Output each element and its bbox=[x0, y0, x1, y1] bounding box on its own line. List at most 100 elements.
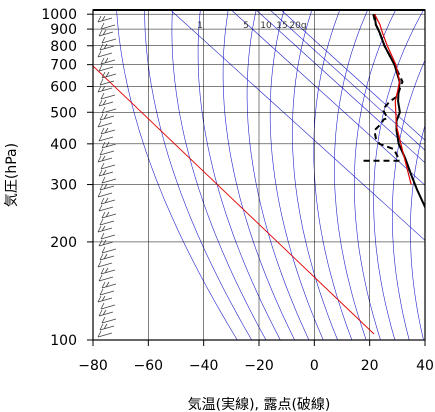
series-parcel bbox=[374, 13, 412, 185]
y-tick-label-100: 100 bbox=[50, 333, 77, 349]
adiabat-line-5 bbox=[246, 10, 310, 340]
wind-barb-18 bbox=[101, 141, 117, 149]
adiabat-line-11 bbox=[373, 10, 424, 340]
adiabat-line-6 bbox=[269, 10, 324, 340]
y-tick-label-400: 400 bbox=[50, 137, 77, 153]
y-tick-label-600: 600 bbox=[50, 79, 77, 95]
wind-barb-39 bbox=[99, 288, 115, 296]
wind-barb-9 bbox=[99, 78, 115, 86]
wind-barb-5 bbox=[97, 50, 113, 58]
wind-barb-44 bbox=[99, 323, 115, 331]
isotherm-grid bbox=[93, 10, 425, 340]
wind-barb-23 bbox=[101, 176, 117, 184]
wind-barb-33 bbox=[101, 246, 117, 254]
wind-barb-11 bbox=[100, 92, 116, 100]
x-tick-label-1: −60 bbox=[134, 358, 164, 374]
adiabat-line-14 bbox=[428, 10, 435, 340]
x-tick-label-6: 40 bbox=[416, 358, 434, 374]
mixing-line-4 bbox=[280, 10, 425, 141]
wind-barb-41 bbox=[100, 302, 116, 310]
adiabat-line-3 bbox=[197, 10, 281, 340]
wind-barb-22 bbox=[98, 169, 114, 177]
wind-barb-7 bbox=[98, 64, 114, 72]
wind-barb-8 bbox=[101, 71, 117, 79]
adiabat-line-0 bbox=[116, 10, 238, 340]
wind-barb-16 bbox=[100, 127, 116, 135]
reference-line-red bbox=[93, 65, 375, 335]
y-tick-label-900: 900 bbox=[50, 22, 77, 38]
wind-barb-13 bbox=[101, 106, 117, 114]
x-tick-label-4: 0 bbox=[310, 358, 319, 374]
wind-barb-3 bbox=[101, 36, 117, 44]
wind-barb-6 bbox=[100, 57, 116, 65]
wind-barb-45 bbox=[97, 330, 113, 338]
adiabat-line-13 bbox=[410, 124, 425, 340]
adiabat-line-2 bbox=[171, 10, 267, 340]
wind-barb-0 bbox=[97, 15, 113, 23]
wind-barb-40 bbox=[97, 295, 113, 303]
x-tick-label-2: −40 bbox=[189, 358, 219, 374]
y-tick-label-1000: 1000 bbox=[41, 7, 77, 23]
reference-line bbox=[93, 65, 375, 335]
wind-barb-26 bbox=[100, 197, 116, 205]
wind-barb-38 bbox=[101, 281, 117, 289]
wind-barb-10 bbox=[97, 85, 113, 93]
wind-barb-15 bbox=[97, 120, 113, 128]
wind-barb-17 bbox=[98, 134, 114, 142]
mixing-line-1 bbox=[231, 10, 425, 186]
wind-barb-32 bbox=[98, 239, 114, 247]
wind-barb-34 bbox=[99, 253, 115, 261]
wind-barb-35 bbox=[97, 260, 113, 268]
adiabat-line-7 bbox=[292, 10, 338, 340]
mixing-ratio-label-2: 10 bbox=[260, 21, 272, 31]
y-tick-label-200: 200 bbox=[50, 235, 77, 251]
y-tick-label-300: 300 bbox=[50, 178, 77, 194]
wind-barb-14 bbox=[99, 113, 115, 121]
mixing-ratio-label-4: 20g bbox=[289, 21, 306, 31]
wind-barb-2 bbox=[98, 29, 114, 37]
dry-adiabats bbox=[116, 10, 435, 340]
adiabat-line-4 bbox=[222, 10, 295, 340]
y-tick-label-800: 800 bbox=[50, 39, 77, 55]
adiabat-line-10 bbox=[353, 10, 396, 340]
x-axis-ticks: −80 −60 −40 −20 0 20 40 bbox=[78, 340, 434, 374]
mixing-ratio-label-0: 1 bbox=[197, 21, 203, 31]
wind-barb-4 bbox=[99, 43, 115, 51]
wind-barb-19 bbox=[99, 148, 115, 156]
wind-barb-42 bbox=[98, 309, 114, 317]
wind-barb-27 bbox=[98, 204, 114, 212]
x-tick-label-5: 20 bbox=[361, 358, 379, 374]
mixing-ratio-label-3: 15 bbox=[276, 21, 287, 31]
x-axis-title: 気温(実線), 露点(破線) bbox=[188, 397, 331, 412]
wind-barb-28 bbox=[101, 211, 117, 219]
x-tick-label-3: −20 bbox=[244, 358, 274, 374]
mixing-line-3 bbox=[269, 10, 425, 151]
adiabat-line-1 bbox=[144, 10, 252, 340]
wind-barb-25 bbox=[97, 190, 113, 198]
adiabat-line-8 bbox=[313, 10, 353, 340]
wind-barb-29 bbox=[99, 218, 115, 226]
wind-barb-1 bbox=[100, 22, 116, 30]
wind-barb-43 bbox=[101, 316, 117, 324]
sounding-series bbox=[363, 13, 425, 210]
wind-barb-30 bbox=[97, 225, 113, 233]
wind-barb-31 bbox=[100, 232, 116, 240]
y-axis-title: 気圧(hPa) bbox=[4, 143, 20, 207]
wind-barb-20 bbox=[97, 155, 113, 163]
adiabat-line-9 bbox=[334, 10, 369, 340]
x-tick-label-0: −80 bbox=[78, 358, 108, 374]
wind-barbs bbox=[97, 15, 117, 338]
wind-barb-37 bbox=[98, 274, 114, 282]
wind-barb-36 bbox=[100, 267, 116, 275]
mixing-ratio-label-1: 5 bbox=[243, 21, 249, 31]
wind-barb-12 bbox=[98, 99, 114, 107]
mixing-ratio-lines bbox=[170, 10, 425, 241]
mixing-ratio-labels: 1 5 10 15 20g bbox=[197, 21, 306, 31]
series-dewpoint bbox=[363, 13, 404, 162]
wind-barb-24 bbox=[99, 183, 115, 191]
series-temperature bbox=[373, 14, 425, 210]
mixing-line-2 bbox=[255, 10, 425, 164]
mixing-line-0 bbox=[170, 10, 425, 241]
